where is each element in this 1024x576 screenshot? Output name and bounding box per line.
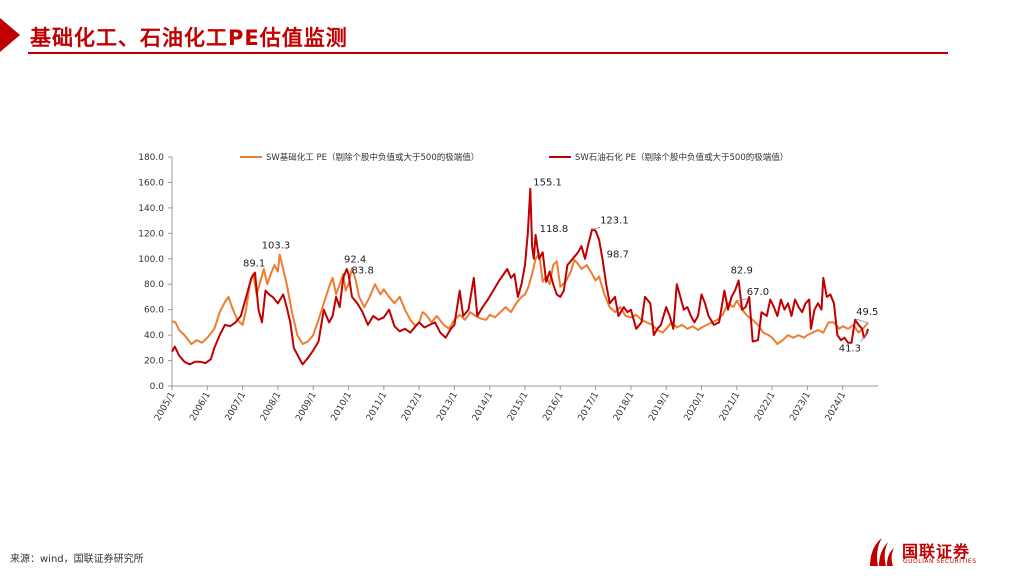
y-tick-label: 60.0 xyxy=(144,306,164,316)
legend-label: SW基础化工 PE（剔除个股中负值或大于500的极端值） xyxy=(266,152,479,163)
header-triangle xyxy=(0,18,20,52)
data-label-leader xyxy=(736,298,747,302)
x-tick-label: 2024/1 xyxy=(824,391,848,423)
logo-name-en: GUOLIAN SECURITIES xyxy=(903,558,977,565)
x-tick-label: 2014/1 xyxy=(471,391,495,423)
x-tick-label: 2021/1 xyxy=(718,391,742,423)
y-tick-label: 120.0 xyxy=(138,229,164,239)
x-tick-label: 2016/1 xyxy=(541,391,565,423)
data-label-leader xyxy=(591,227,601,230)
x-tick-label: 2022/1 xyxy=(753,391,777,423)
source-note: 来源：wind，国联证券研究所 xyxy=(10,554,144,565)
y-tick-label: 40.0 xyxy=(144,331,164,341)
data-label: 123.1 xyxy=(600,215,629,226)
x-tick-label: 2020/1 xyxy=(683,391,707,423)
legend-label: SW石油石化 PE（剔除个股中负值或大于500的极端值） xyxy=(575,152,788,163)
series-line-petrochemicals xyxy=(171,187,870,366)
data-label: 118.8 xyxy=(540,224,569,235)
y-tick-label: 80.0 xyxy=(144,280,164,290)
x-tick-label: 2007/1 xyxy=(224,391,248,423)
x-tick-label: 2006/1 xyxy=(188,391,212,423)
page-title: 基础化工、石油化工PE估值监测 xyxy=(30,26,348,50)
logo-mark-icon xyxy=(870,538,894,566)
data-label: 155.1 xyxy=(533,178,562,189)
data-label-leader xyxy=(855,318,869,324)
data-label: 92.4 xyxy=(344,254,366,265)
x-tick-label: 2015/1 xyxy=(506,391,530,423)
data-label: 41.3 xyxy=(839,343,861,354)
x-tick-label: 2010/1 xyxy=(330,391,354,423)
company-logo: 国联证券 GUOLIAN SECURITIES xyxy=(866,536,1006,570)
y-tick-label: 140.0 xyxy=(138,204,164,214)
y-tick-label: 0.0 xyxy=(150,382,165,392)
data-label: 103.3 xyxy=(262,241,291,252)
data-label: 49.5 xyxy=(856,307,878,318)
data-label: 89.1 xyxy=(243,259,265,270)
x-tick-label: 2008/1 xyxy=(259,391,283,423)
data-label: 83.8 xyxy=(352,265,374,276)
x-tick-label: 2023/1 xyxy=(789,391,813,423)
x-tick-label: 2018/1 xyxy=(612,391,636,423)
x-tick-label: 2009/1 xyxy=(294,391,318,423)
data-label: 67.0 xyxy=(747,287,769,298)
header-divider xyxy=(28,52,948,54)
x-tick-label: 2011/1 xyxy=(365,391,389,423)
logo-name-cn: 国联证券 xyxy=(902,542,971,561)
x-tick-label: 2012/1 xyxy=(400,391,424,423)
x-tick-label: 2017/1 xyxy=(577,391,601,423)
y-tick-label: 180.0 xyxy=(138,153,164,163)
y-tick-label: 100.0 xyxy=(138,255,164,265)
x-tick-label: 2019/1 xyxy=(647,391,671,423)
data-label-leader xyxy=(860,333,868,342)
y-tick-label: 160.0 xyxy=(138,178,164,188)
y-tick-label: 20.0 xyxy=(144,357,164,367)
data-label: 82.9 xyxy=(731,266,753,277)
data-label: 98.7 xyxy=(607,249,629,260)
x-tick-label: 2013/1 xyxy=(436,391,460,423)
series-line-basic-chemicals xyxy=(171,252,869,345)
x-tick-label: 2005/1 xyxy=(153,391,177,423)
